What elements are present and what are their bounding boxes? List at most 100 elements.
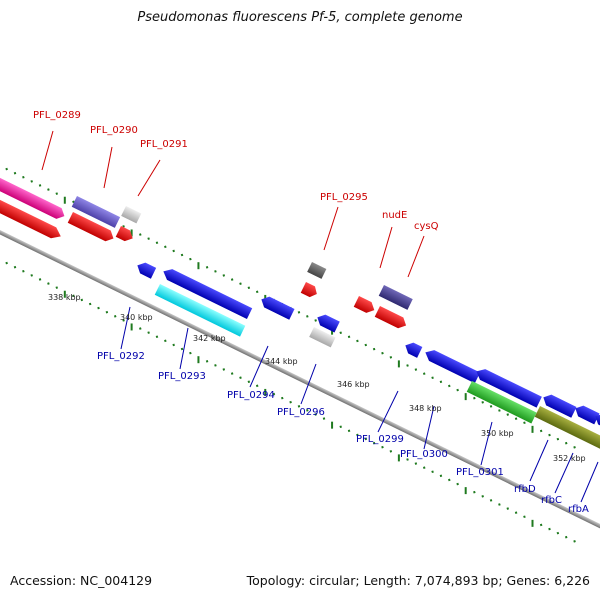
- outer-ruler-minor-tick: [381, 351, 384, 355]
- inner-ruler-minor-tick: [172, 343, 175, 347]
- inner-ruler-minor-tick: [5, 261, 8, 265]
- outer-ruler-minor-tick: [372, 347, 376, 351]
- gene-PFL_0301-green[interactable]: [466, 381, 537, 424]
- inner-ruler-minor-tick: [389, 450, 393, 453]
- inner-ruler-minor-tick: [180, 347, 184, 351]
- inner-ruler-minor-tick: [456, 482, 459, 486]
- inner-ruler-minor-tick: [247, 380, 251, 384]
- genome-backbone: [0, 225, 600, 538]
- genome-summary-text: Topology: circular; Length: 7,074,893 bp…: [246, 573, 590, 588]
- gene-nudE[interactable]: [353, 296, 377, 316]
- inner-ruler-minor-tick: [514, 511, 518, 514]
- gene-PFL_0295-inner[interactable]: [300, 282, 320, 299]
- inner-ruler-minor-tick: [88, 302, 92, 306]
- inner-ruler-minor-tick: [439, 474, 443, 478]
- gene-PFL_0289-inner[interactable]: [0, 194, 63, 242]
- outer-ruler-minor-tick: [514, 417, 518, 420]
- gene-rfbD[interactable]: [541, 392, 577, 418]
- outer-ruler-minor-tick: [205, 265, 209, 269]
- gene-PFL_0294[interactable]: [259, 294, 295, 320]
- outer-ruler-minor-tick: [506, 413, 510, 416]
- gene-PFL_0299[interactable]: [403, 340, 423, 358]
- gene-PFL_0290-inner[interactable]: [67, 212, 116, 244]
- gene-PFL_0289[interactable]: [0, 172, 67, 221]
- ruler-label-342: 342 kbp: [193, 334, 226, 343]
- outer-ruler-minor-tick: [356, 339, 359, 343]
- inner-ruler-minor-tick: [255, 384, 259, 388]
- gene-PFL_0290[interactable]: [71, 196, 121, 228]
- gene-PFL_0291-inner[interactable]: [115, 226, 136, 244]
- gene-cysQ-inner[interactable]: [374, 306, 409, 331]
- inner-ruler-minor-tick: [306, 409, 309, 412]
- inner-ruler-minor-tick: [473, 490, 476, 494]
- outer-ruler-minor-tick: [139, 233, 142, 236]
- inner-ruler-minor-tick: [289, 400, 292, 404]
- outer-ruler-minor-tick: [573, 446, 576, 449]
- reverse-callouts: [120, 306, 599, 503]
- label-PFL_0299: PFL_0299: [356, 434, 404, 445]
- outer-ruler-minor-tick: [222, 274, 226, 277]
- outer-ruler-minor-tick: [314, 319, 317, 322]
- inner-ruler-minor-tick: [498, 503, 501, 506]
- gene-cysQ[interactable]: [378, 285, 413, 310]
- outer-ruler-minor-tick: [489, 405, 493, 408]
- label-nudE: nudE: [382, 210, 407, 221]
- inner-ruler-minor-tick: [113, 314, 117, 318]
- inner-ruler-minor-tick: [297, 405, 301, 408]
- inner-ruler-minor-tick: [556, 531, 560, 535]
- outer-ruler-minor-tick: [297, 311, 301, 314]
- outer-ruler-minor-tick: [364, 343, 368, 347]
- label-PFL_0292: PFL_0292: [97, 351, 145, 362]
- label-PFL_0290: PFL_0290: [90, 125, 138, 136]
- gene-rfbD-olive[interactable]: [534, 406, 600, 452]
- label-PFL_0300: PFL_0300: [400, 449, 448, 460]
- gene-PFL_0300[interactable]: [423, 347, 481, 384]
- ruler-label-344: 344 kbp: [265, 357, 298, 366]
- inner-ruler-minor-tick: [155, 335, 159, 339]
- inner-ruler-minor-tick: [506, 507, 510, 510]
- outer-ruler-minor-tick: [72, 200, 75, 204]
- gene-PFL_0295[interactable]: [307, 262, 327, 279]
- outer-ruler-minor-tick: [180, 253, 184, 257]
- label-PFL_0296: PFL_0296: [277, 407, 325, 418]
- gene-PFL_0296-gray[interactable]: [309, 327, 336, 348]
- inner-ruler-minor-tick: [72, 294, 75, 298]
- inner-ruler-minor-tick: [564, 535, 568, 539]
- ruler-label-350: 350 kbp: [481, 429, 514, 438]
- inner-ruler-minor-tick: [422, 466, 426, 469]
- outer-ruler-minor-tick: [230, 278, 234, 281]
- gene-PFL_0296[interactable]: [315, 312, 340, 333]
- gene-PFL_0291[interactable]: [121, 206, 142, 224]
- outer-ruler-minor-tick: [147, 237, 150, 240]
- outer-ruler-minor-tick: [214, 270, 217, 273]
- outer-ruler-minor-tick: [389, 356, 393, 359]
- inner-ruler-minor-tick: [539, 523, 543, 527]
- inner-ruler-minor-tick: [481, 495, 484, 498]
- inner-ruler-minor-tick: [406, 458, 409, 461]
- inner-ruler-minor-tick: [222, 368, 226, 371]
- inner-ruler-minor-tick: [13, 265, 17, 269]
- inner-ruler-minor-tick: [239, 376, 242, 379]
- forward-callouts: [41, 130, 425, 278]
- label-rfbA: rfbA: [568, 504, 589, 515]
- gene-PFL_0292[interactable]: [135, 260, 157, 279]
- gene-PFL_0293[interactable]: [161, 266, 253, 320]
- inner-ruler-minor-tick: [347, 429, 351, 433]
- ruler-label-346: 346 kbp: [337, 380, 370, 389]
- outer-ruler-minor-tick: [239, 282, 242, 285]
- gene-rfbC[interactable]: [573, 403, 600, 425]
- gene-PFL_0301[interactable]: [474, 366, 542, 408]
- outer-ruler-minor-tick: [13, 171, 17, 175]
- outer-ruler-minor-tick: [422, 372, 426, 375]
- gene-PFL_0293-cyan[interactable]: [154, 284, 246, 337]
- inner-ruler-minor-tick: [414, 462, 418, 465]
- outer-ruler-minor-tick: [122, 225, 125, 228]
- outer-ruler-minor-tick: [55, 192, 59, 195]
- inner-ruler-minor-tick: [381, 445, 384, 449]
- label-rfbD: rfbD: [514, 484, 536, 495]
- label-PFL_0301: PFL_0301: [456, 467, 504, 478]
- inner-ruler-minor-tick: [431, 470, 434, 474]
- outer-ruler-minor-tick: [306, 315, 309, 318]
- outer-ruler-minor-tick: [523, 421, 526, 425]
- inner-ruler-minor-tick: [523, 515, 526, 519]
